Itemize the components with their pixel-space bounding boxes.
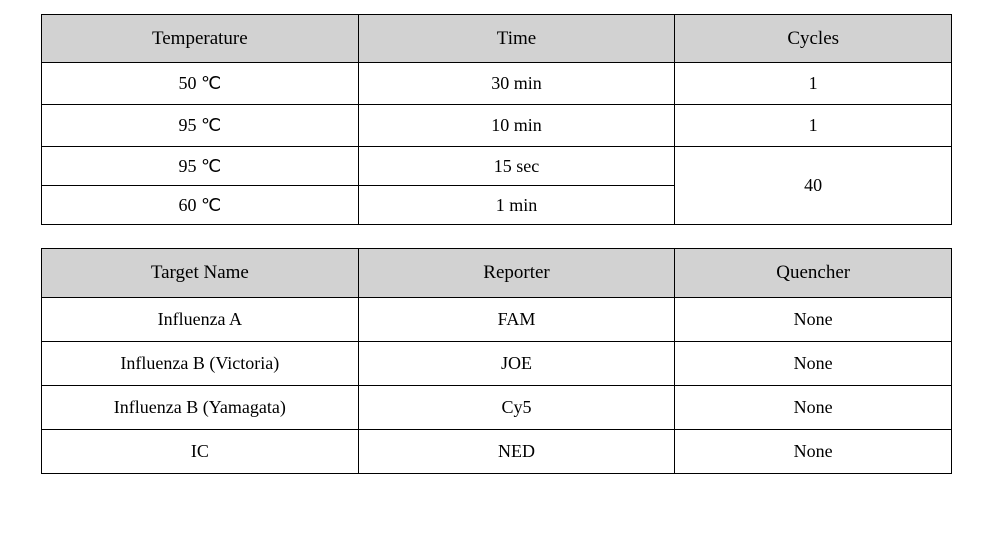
cycling-table: Temperature Time Cycles 50 ℃ 30 min 1 95… (41, 14, 952, 225)
cell-target: Influenza B (Yamagata) (42, 386, 359, 430)
col-header-cycles: Cycles (675, 15, 952, 63)
table-row: Influenza B (Victoria) JOE None (42, 342, 952, 386)
cell-quencher: None (675, 342, 952, 386)
cell-time: 1 min (358, 186, 675, 225)
table-row: 95 ℃ 10 min 1 (42, 105, 952, 147)
cell-temperature: 95 ℃ (42, 105, 359, 147)
col-header-quencher: Quencher (675, 249, 952, 298)
col-header-target-name: Target Name (42, 249, 359, 298)
cell-reporter: JOE (358, 342, 675, 386)
targets-table: Target Name Reporter Quencher Influenza … (41, 248, 952, 474)
cell-reporter: FAM (358, 298, 675, 342)
table-row: Influenza A FAM None (42, 298, 952, 342)
cell-cycles: 1 (675, 63, 952, 105)
col-header-reporter: Reporter (358, 249, 675, 298)
cell-temperature: 50 ℃ (42, 63, 359, 105)
cell-quencher: None (675, 430, 952, 474)
cell-time: 10 min (358, 105, 675, 147)
tables-container: Temperature Time Cycles 50 ℃ 30 min 1 95… (41, 14, 952, 474)
cell-temperature: 95 ℃ (42, 147, 359, 186)
table-row: Influenza B (Yamagata) Cy5 None (42, 386, 952, 430)
col-header-temperature: Temperature (42, 15, 359, 63)
table-row: IC NED None (42, 430, 952, 474)
cell-reporter: Cy5 (358, 386, 675, 430)
table-row: 50 ℃ 30 min 1 (42, 63, 952, 105)
cell-cycles: 1 (675, 105, 952, 147)
cell-time: 30 min (358, 63, 675, 105)
table-header-row: Target Name Reporter Quencher (42, 249, 952, 298)
cell-target: Influenza A (42, 298, 359, 342)
cell-time: 15 sec (358, 147, 675, 186)
cell-cycles-merged: 40 (675, 147, 952, 225)
cell-temperature: 60 ℃ (42, 186, 359, 225)
table-header-row: Temperature Time Cycles (42, 15, 952, 63)
cell-target: IC (42, 430, 359, 474)
cell-reporter: NED (358, 430, 675, 474)
col-header-time: Time (358, 15, 675, 63)
cell-target: Influenza B (Victoria) (42, 342, 359, 386)
cell-quencher: None (675, 386, 952, 430)
table-row: 95 ℃ 15 sec 40 (42, 147, 952, 186)
cell-quencher: None (675, 298, 952, 342)
